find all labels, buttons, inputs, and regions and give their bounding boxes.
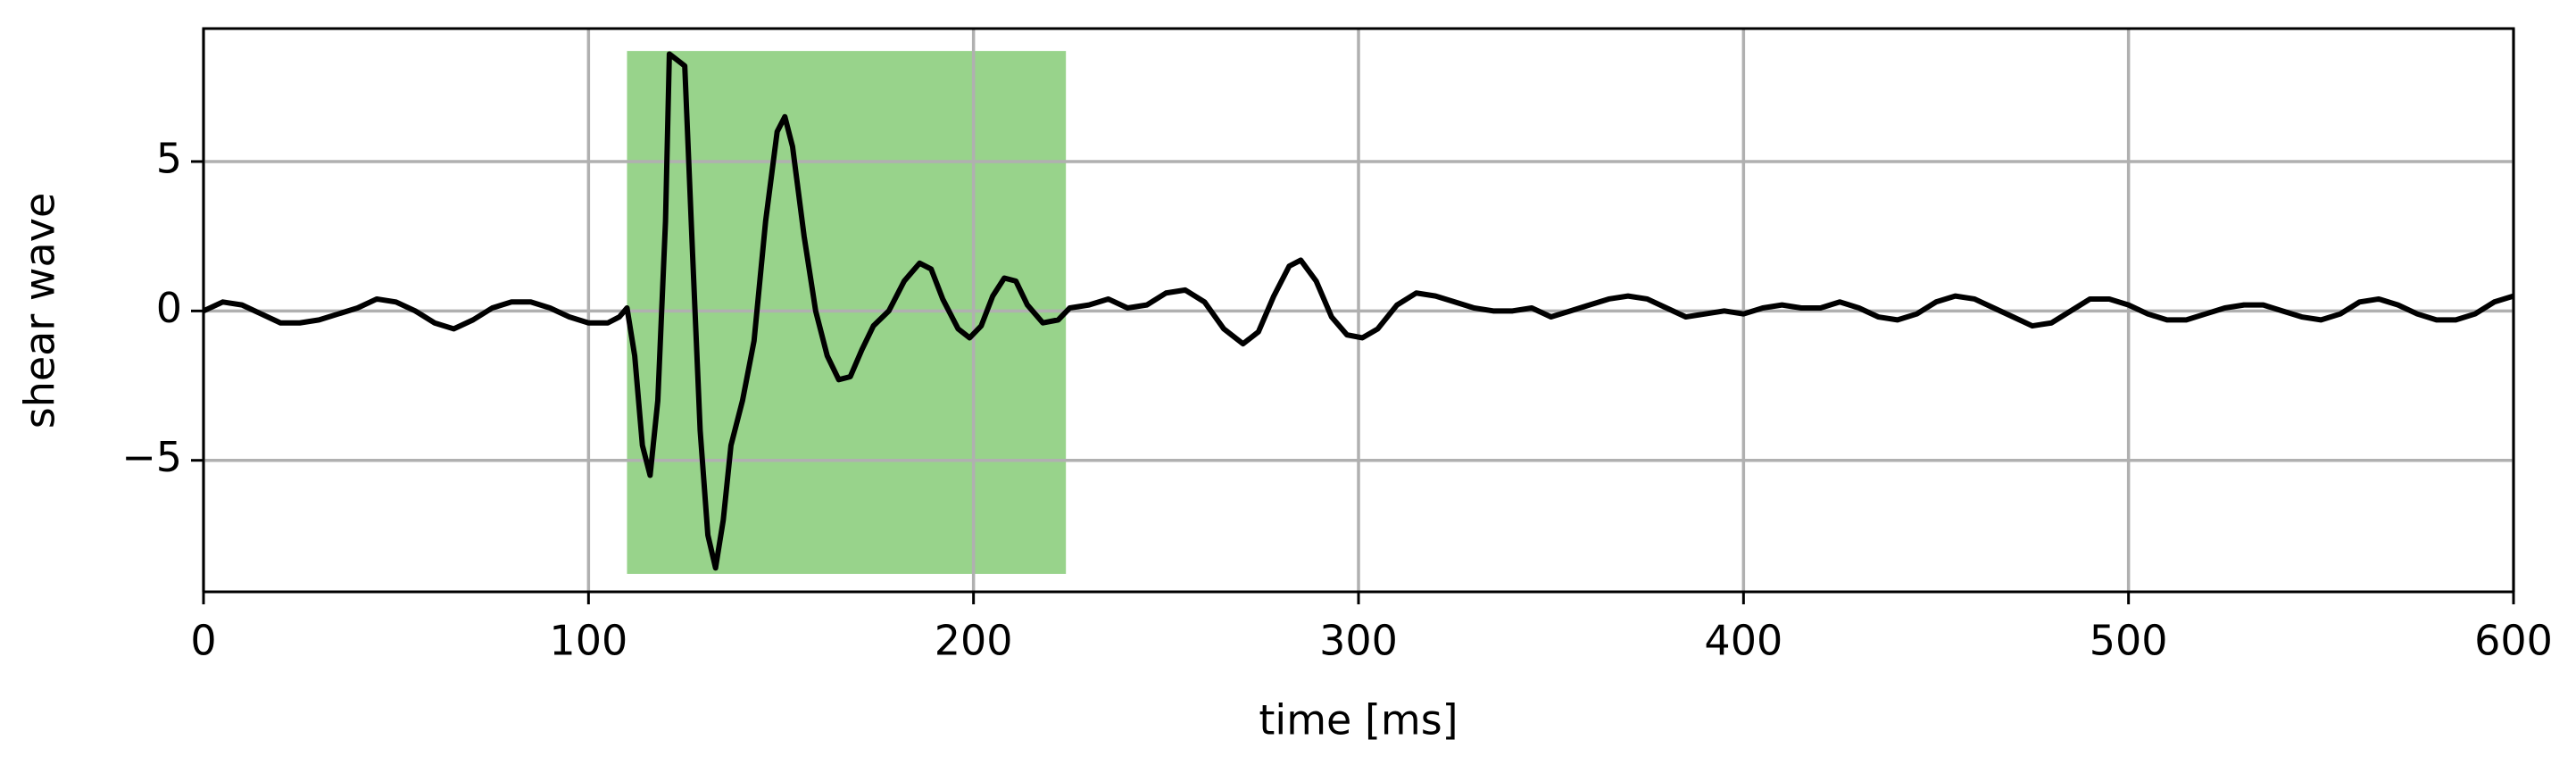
x-tick-label: 100 bbox=[549, 617, 627, 665]
x-tick-label: 500 bbox=[2090, 617, 2168, 665]
x-axis-label: time [ms] bbox=[1259, 696, 1458, 744]
x-tick-label: 200 bbox=[935, 617, 1013, 665]
plot-frame bbox=[202, 27, 2515, 594]
wave-line bbox=[202, 51, 2514, 571]
x-tick-label: 600 bbox=[2474, 617, 2553, 665]
x-tick-label: 300 bbox=[1319, 617, 1398, 665]
x-tick-label: 0 bbox=[190, 617, 216, 665]
y-axis-label: shear wave bbox=[16, 193, 64, 428]
x-tick-label: 400 bbox=[1704, 617, 1782, 665]
y-tick-label: 5 bbox=[156, 134, 182, 182]
y-tick-label: 0 bbox=[156, 284, 182, 332]
y-tick-label: −5 bbox=[121, 433, 182, 481]
